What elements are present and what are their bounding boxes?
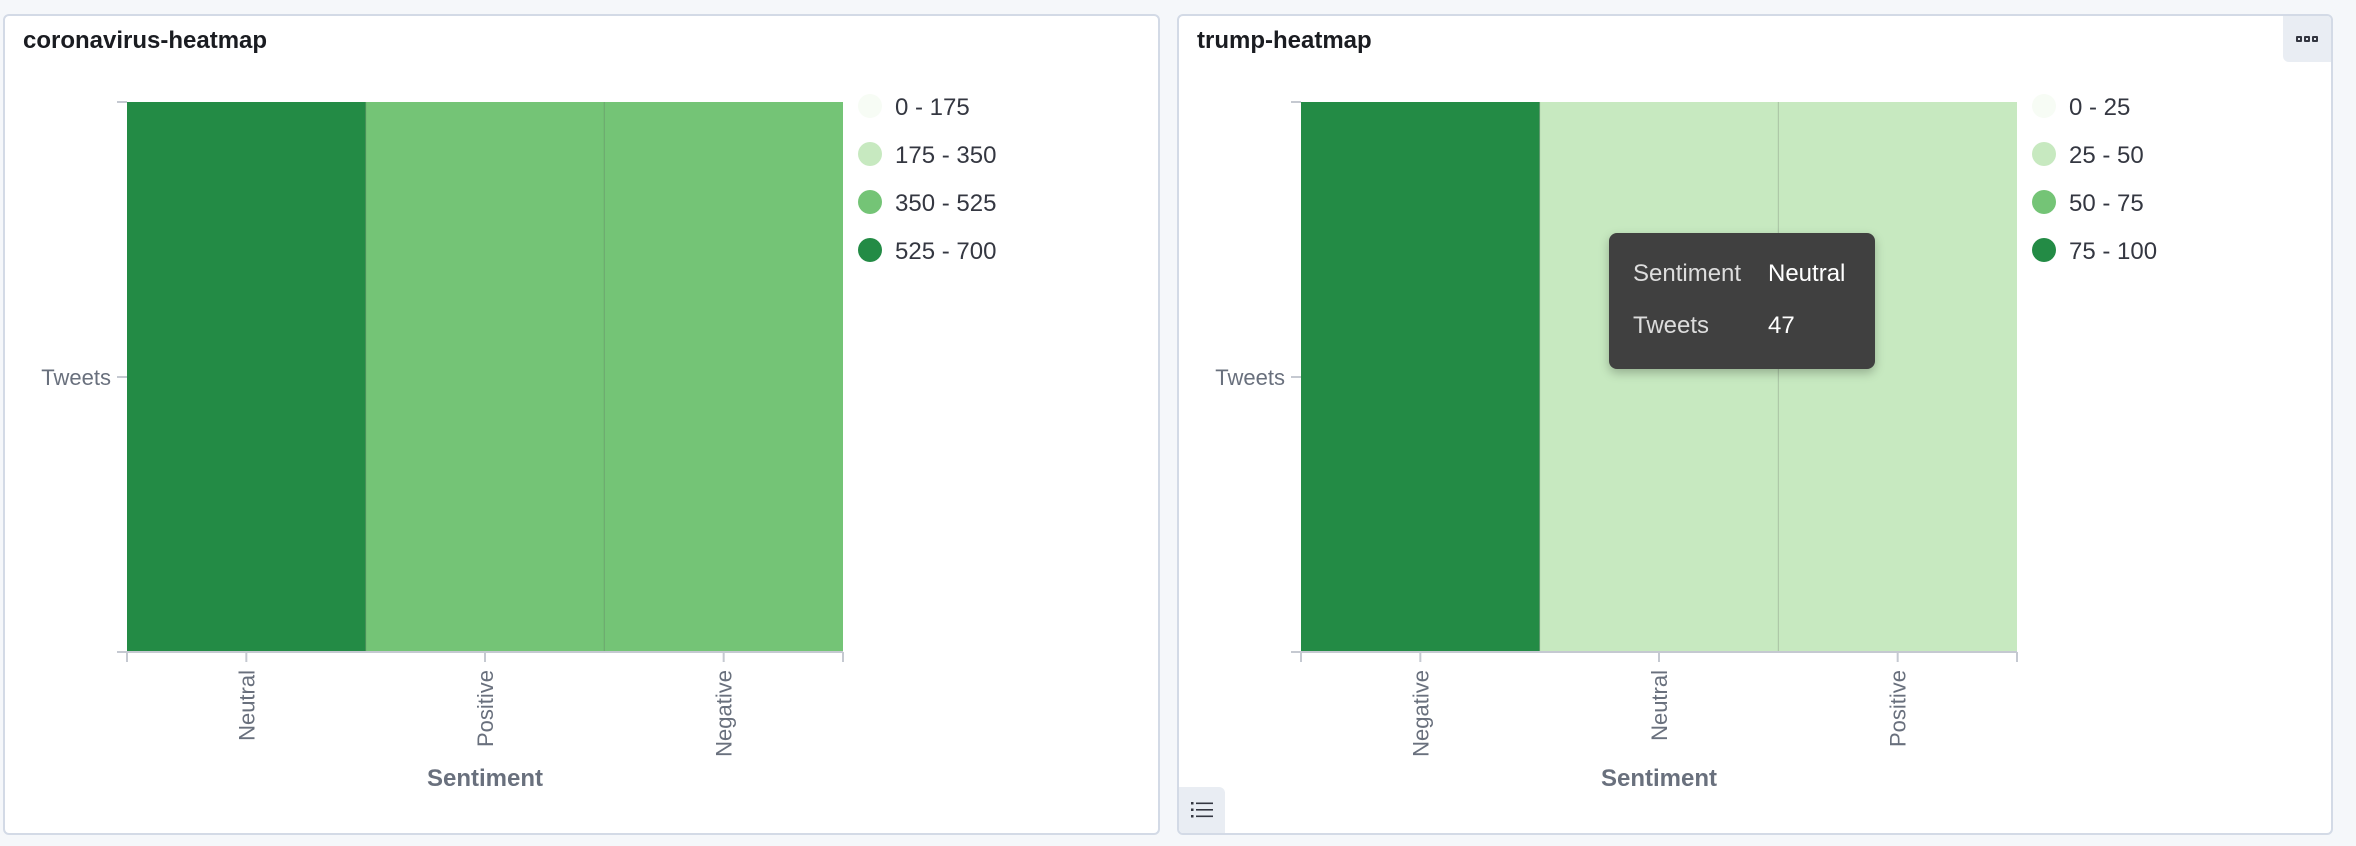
legend-swatch xyxy=(2032,94,2056,118)
legend-label: 25 - 50 xyxy=(2069,142,2144,169)
legend-label: 175 - 350 xyxy=(895,142,996,169)
coronavirus-heatmap-chart[interactable]: Tweets Neutral Positive Negative Sentiment 0 … xyxy=(5,16,1158,833)
tooltip-row: Sentiment Neutral xyxy=(1633,260,1875,312)
tooltip-key: Tweets xyxy=(1633,312,1710,339)
legend-item[interactable]: 0 - 25 xyxy=(2032,94,2130,121)
y-tick-label: Tweets xyxy=(1215,365,1285,390)
legend-label: 50 - 75 xyxy=(2069,190,2144,217)
legend-swatch xyxy=(858,94,882,118)
legend-toggle-button[interactable] xyxy=(1179,787,1225,833)
chart-tooltip: Sentiment Neutral Tweets 47 xyxy=(1609,233,1875,369)
tooltip-value: 47 xyxy=(1768,312,1795,339)
panel-title: coronavirus-heatmap xyxy=(23,27,268,54)
heatmap-cell[interactable] xyxy=(127,102,366,652)
legend-swatch xyxy=(2032,142,2056,166)
trump-heatmap-chart[interactable]: Tweets Negative Neutral Positive Sentiment 0 … xyxy=(1179,16,2331,833)
x-tick-label: Neutral xyxy=(234,670,259,741)
panel-title: trump-heatmap xyxy=(1197,27,1372,54)
legend-label: 525 - 700 xyxy=(895,238,996,265)
legend-swatch xyxy=(2032,238,2056,262)
legend-swatch xyxy=(858,142,882,166)
legend-item[interactable]: 525 - 700 xyxy=(858,238,996,265)
heatmap-cell[interactable] xyxy=(1778,102,2017,652)
heatmap-cell[interactable] xyxy=(604,102,843,652)
x-axis-title: Sentiment xyxy=(427,765,543,792)
more-options-icon xyxy=(2295,36,2319,42)
legend-swatch xyxy=(858,190,882,214)
list-icon xyxy=(1191,802,1213,818)
tooltip-row: Tweets 47 xyxy=(1633,312,1875,364)
legend-swatch xyxy=(858,238,882,262)
tooltip-key: Sentiment xyxy=(1633,260,1742,287)
x-tick-label: Neutral xyxy=(1647,670,1672,741)
coronavirus-heatmap-panel: coronavirus-heatmap Tweets Neutral Positiv… xyxy=(3,14,1160,835)
legend-item[interactable]: 350 - 525 xyxy=(858,190,996,217)
legend-item[interactable]: 75 - 100 xyxy=(2032,238,2157,265)
x-axis-title: Sentiment xyxy=(1601,765,1717,792)
legend-swatch xyxy=(2032,190,2056,214)
x-tick-label: Negative xyxy=(1408,670,1433,757)
heatmap-cell[interactable] xyxy=(1539,102,1779,652)
y-tick-label: Tweets xyxy=(41,365,111,390)
panel-options-button[interactable] xyxy=(2283,16,2331,62)
x-tick-label: Positive xyxy=(1886,670,1911,747)
heatmap-cell[interactable] xyxy=(365,102,605,652)
legend-item[interactable]: 175 - 350 xyxy=(858,142,996,169)
heatmap-cell[interactable] xyxy=(1301,102,1540,652)
trump-heatmap-panel: trump-heatmap Tweets Negative Neutral Posit… xyxy=(1177,14,2333,835)
legend-item[interactable]: 0 - 175 xyxy=(858,94,970,121)
legend-label: 350 - 525 xyxy=(895,190,996,217)
legend-label: 75 - 100 xyxy=(2069,238,2157,265)
x-tick-label: Positive xyxy=(473,670,498,747)
tooltip-value: Neutral xyxy=(1768,260,1846,287)
legend-label: 0 - 175 xyxy=(895,94,970,121)
legend-item[interactable]: 25 - 50 xyxy=(2032,142,2144,169)
legend-label: 0 - 25 xyxy=(2069,94,2130,121)
legend-item[interactable]: 50 - 75 xyxy=(2032,190,2144,217)
x-tick-label: Negative xyxy=(712,670,737,757)
